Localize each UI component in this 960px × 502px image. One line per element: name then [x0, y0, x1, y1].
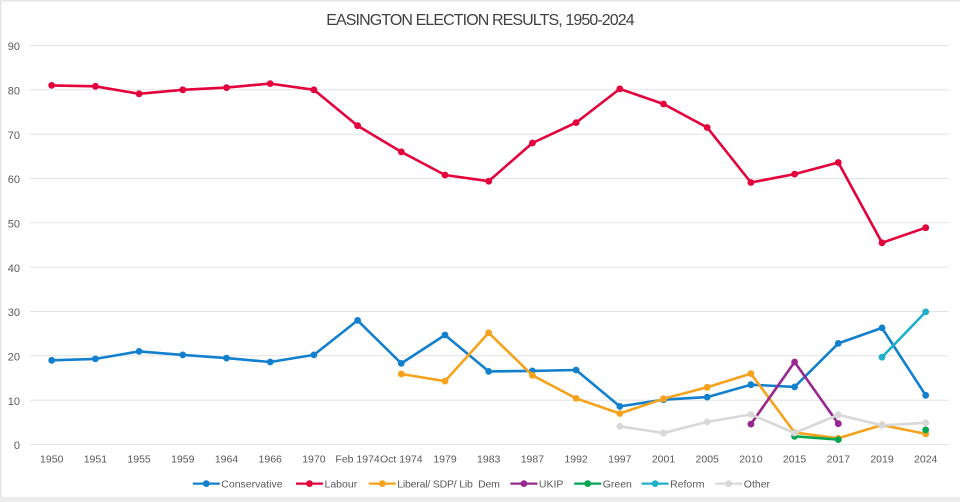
svg-text:2015: 2015 — [783, 454, 807, 466]
svg-text:2024: 2024 — [914, 454, 938, 466]
svg-text:2017: 2017 — [827, 454, 851, 466]
svg-text:Labour: Labour — [325, 478, 358, 490]
svg-text:1997: 1997 — [608, 454, 632, 466]
svg-text:2010: 2010 — [739, 454, 763, 466]
svg-text:30: 30 — [8, 307, 20, 319]
svg-text:1966: 1966 — [259, 454, 283, 466]
svg-text:10: 10 — [8, 396, 20, 408]
svg-text:50: 50 — [8, 219, 20, 231]
svg-text:Feb 1974: Feb 1974 — [335, 454, 380, 466]
svg-text:1970: 1970 — [302, 454, 326, 466]
svg-text:1992: 1992 — [564, 454, 588, 466]
svg-text:2005: 2005 — [696, 454, 720, 466]
svg-text:1979: 1979 — [433, 454, 457, 466]
svg-text:80: 80 — [8, 86, 20, 98]
svg-text:1951: 1951 — [84, 454, 108, 466]
svg-text:Green: Green — [603, 478, 632, 490]
svg-text:Reform: Reform — [670, 478, 705, 490]
svg-text:1983: 1983 — [477, 454, 501, 466]
svg-text:1987: 1987 — [521, 454, 545, 466]
svg-text:1955: 1955 — [127, 454, 151, 466]
svg-text:1964: 1964 — [215, 454, 239, 466]
svg-text:0: 0 — [14, 440, 20, 452]
svg-text:UKIP: UKIP — [539, 478, 564, 490]
svg-text:70: 70 — [8, 130, 20, 142]
svg-text:90: 90 — [8, 41, 20, 53]
svg-text:EASINGTON ELECTION RESULTS, 19: EASINGTON ELECTION RESULTS, 1950-2024 — [326, 12, 635, 29]
svg-text:40: 40 — [8, 263, 20, 275]
svg-text:Conservative: Conservative — [221, 478, 282, 490]
svg-text:Oct 1974: Oct 1974 — [380, 454, 423, 466]
svg-text:20: 20 — [8, 352, 20, 364]
svg-text:1950: 1950 — [40, 454, 64, 466]
svg-text:Other: Other — [744, 478, 771, 490]
svg-text:1959: 1959 — [171, 454, 195, 466]
svg-text:2001: 2001 — [652, 454, 676, 466]
svg-text:60: 60 — [8, 174, 20, 186]
svg-text:Liberal/ SDP/ Lib Dem: Liberal/ SDP/ Lib Dem — [397, 478, 500, 490]
svg-text:2019: 2019 — [870, 454, 894, 466]
